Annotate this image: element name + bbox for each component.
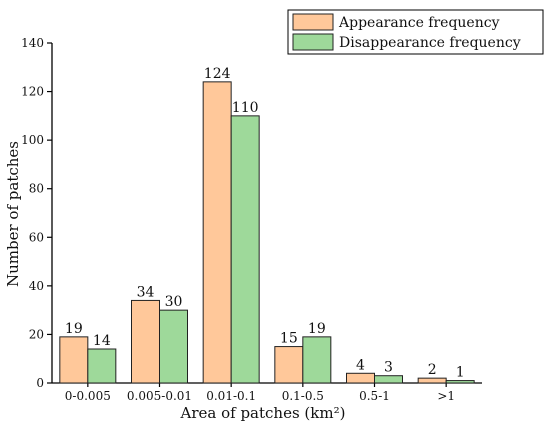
legend-swatch <box>292 13 334 31</box>
y-tick-label: 120 <box>21 85 44 99</box>
legend: Appearance frequency Disappearance freque… <box>287 9 544 55</box>
x-axis: 0-0.005 0.005-0.01 0.01-0.1 0.1-0.5 0.5-1 >1 <box>52 382 482 403</box>
bar-value-label: 2 <box>428 362 437 378</box>
x-tick-label: 0.1-0.5 <box>282 389 324 403</box>
bar-appearance <box>131 299 160 384</box>
bar-value-label: 19 <box>308 321 326 337</box>
y-axis: 0 20 40 60 80 100 120 140 <box>21 36 53 390</box>
legend-swatch <box>292 33 334 51</box>
bar-disappearance <box>302 336 332 384</box>
bar-value-label: 14 <box>93 333 111 349</box>
y-tick-label: 60 <box>29 230 44 244</box>
legend-label: Appearance frequency <box>338 15 500 31</box>
bar-value-label: 3 <box>384 360 393 376</box>
y-tick-label: 140 <box>21 36 44 50</box>
bar-disappearance <box>374 375 403 384</box>
bar-value-label: 110 <box>232 100 259 116</box>
x-tick-label: 0-0.005 <box>65 389 111 403</box>
value-labels: 19 34 124 15 4 2 14 30 110 19 3 1 <box>65 66 465 381</box>
y-tick-label: 20 <box>29 327 44 341</box>
bar-disappearance <box>87 348 117 384</box>
bars <box>59 81 475 384</box>
bar-value-label: 30 <box>165 294 183 310</box>
bar-appearance <box>59 336 89 384</box>
y-tick-label: 100 <box>21 133 44 147</box>
x-tick-label: >1 <box>437 389 455 403</box>
bar-disappearance <box>159 309 188 384</box>
bar-appearance <box>417 377 447 384</box>
bar-value-label: 15 <box>280 331 298 347</box>
bar-value-label: 4 <box>356 357 365 373</box>
y-tick-label: 0 <box>36 376 44 390</box>
bar-value-label: 1 <box>456 365 465 381</box>
bar-disappearance <box>445 380 475 384</box>
x-tick-label: 0.01-0.1 <box>206 389 256 403</box>
y-axis-title: Number of patches <box>4 141 22 287</box>
bar-appearance <box>274 346 304 384</box>
y-tick-label: 80 <box>29 182 44 196</box>
bar-appearance <box>202 81 232 384</box>
bar-disappearance <box>230 115 260 384</box>
bar-value-label: 34 <box>137 284 155 300</box>
legend-label: Disappearance frequency <box>339 35 521 51</box>
bar-value-label: 124 <box>204 66 231 82</box>
y-tick-label: 40 <box>29 279 44 293</box>
x-tick-label: 0.5-1 <box>359 389 390 403</box>
x-tick-label: 0.005-0.01 <box>127 389 192 403</box>
x-axis-title: Area of patches (km²) <box>180 404 346 422</box>
bar-value-label: 19 <box>65 321 83 337</box>
bar-appearance <box>346 372 375 384</box>
